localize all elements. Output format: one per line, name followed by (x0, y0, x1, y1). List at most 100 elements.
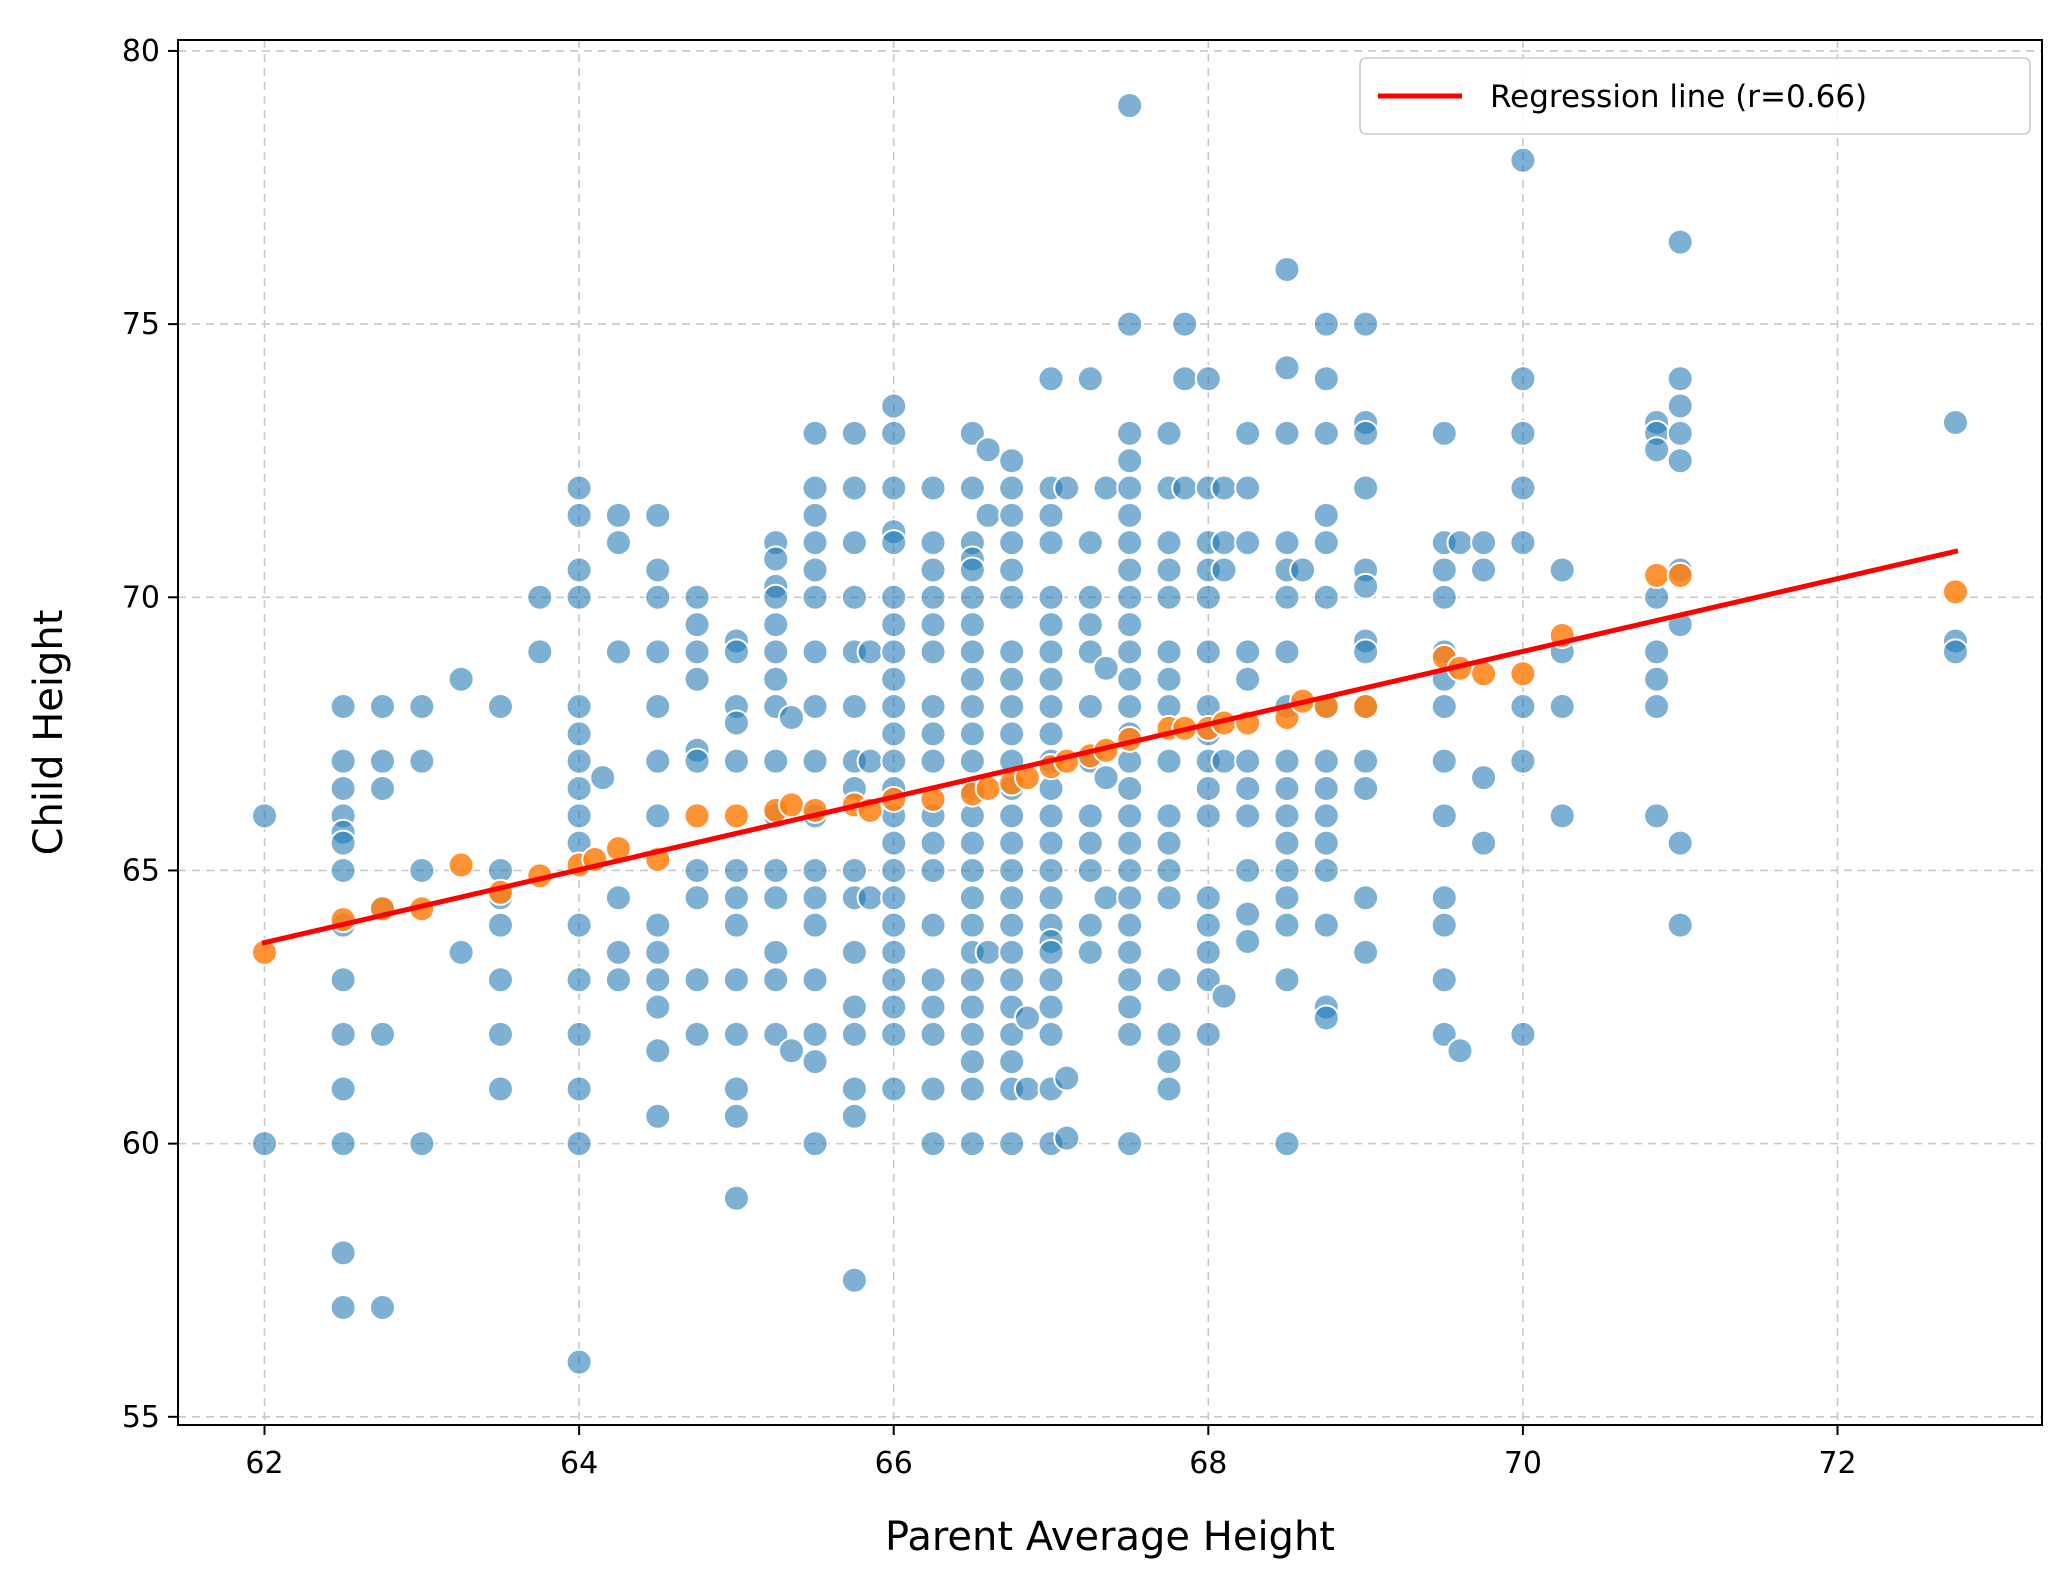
observed-point (801, 966, 829, 994)
observed-point (486, 911, 514, 939)
observed-point (722, 856, 750, 884)
observed-point (919, 529, 947, 557)
observed-point (565, 474, 593, 502)
observed-point (1194, 966, 1222, 994)
observed-point (1037, 638, 1065, 666)
observed-point (1155, 1048, 1183, 1076)
observed-point (1643, 693, 1671, 721)
observed-point (919, 1075, 947, 1103)
observed-point (1076, 638, 1104, 666)
observed-point (722, 911, 750, 939)
observed-point (368, 1020, 396, 1048)
observed-point (1076, 856, 1104, 884)
observed-point (1194, 365, 1222, 393)
observed-point (1116, 938, 1144, 966)
observed-point (1116, 856, 1144, 884)
observed-point (1273, 583, 1301, 611)
y-tick-label: 70 (122, 580, 160, 615)
observed-point (1155, 884, 1183, 912)
observed-point (368, 693, 396, 721)
observed-point (1312, 529, 1340, 557)
observed-point (1430, 583, 1458, 611)
observed-point (1194, 802, 1222, 830)
observed-point (1076, 529, 1104, 557)
observed-point (1037, 611, 1065, 639)
observed-point (722, 966, 750, 994)
observed-point (1548, 693, 1576, 721)
observed-point (329, 747, 357, 775)
observed-point (1470, 556, 1498, 584)
observed-point (1312, 747, 1340, 775)
observed-point (762, 638, 790, 666)
observed-point (1116, 638, 1144, 666)
observed-point (958, 829, 986, 857)
plot-frame (177, 39, 2043, 1426)
observed-point (1155, 829, 1183, 857)
observed-point (998, 911, 1026, 939)
observed-point (644, 583, 672, 611)
observed-point (1234, 802, 1262, 830)
observed-point (1194, 938, 1222, 966)
observed-point (1273, 829, 1301, 857)
observed-point (1116, 775, 1144, 803)
observed-point (1092, 884, 1120, 912)
observed-point (1273, 747, 1301, 775)
observed-point (801, 529, 829, 557)
observed-point (1273, 966, 1301, 994)
observed-point (1116, 310, 1144, 338)
observed-point (1210, 474, 1238, 502)
observed-point (683, 884, 711, 912)
observed-point (1273, 638, 1301, 666)
observed-point (762, 966, 790, 994)
observed-point (958, 720, 986, 748)
observed-point (801, 884, 829, 912)
observed-point (958, 966, 986, 994)
fitted-point (1666, 561, 1694, 589)
observed-point (1509, 474, 1537, 502)
observed-point (565, 966, 593, 994)
observed-point (1194, 775, 1222, 803)
observed-point (1234, 529, 1262, 557)
observed-point (565, 1130, 593, 1158)
fitted-point (1643, 561, 1671, 589)
observed-point (1037, 802, 1065, 830)
observed-point (856, 638, 884, 666)
observed-point (565, 720, 593, 748)
observed-point (1155, 802, 1183, 830)
observed-point (565, 1348, 593, 1376)
observed-point (1666, 447, 1694, 475)
observed-point (1234, 856, 1262, 884)
observed-point (1013, 1004, 1041, 1032)
observed-point (604, 884, 632, 912)
observed-point (486, 1075, 514, 1103)
observed-point (1116, 884, 1144, 912)
observed-point (1352, 938, 1380, 966)
observed-point (1171, 474, 1199, 502)
observed-point (880, 966, 908, 994)
observed-point (998, 501, 1026, 529)
observed-point (1509, 365, 1537, 393)
observed-point (840, 938, 868, 966)
observed-point (329, 1294, 357, 1322)
x-tick-label: 62 (245, 1446, 283, 1481)
y-tick-label: 75 (122, 307, 160, 342)
observed-point (919, 747, 947, 775)
observed-point (1116, 529, 1144, 557)
observed-point (1155, 556, 1183, 584)
observed-point (998, 1048, 1026, 1076)
observed-point (526, 638, 554, 666)
observed-point (880, 1075, 908, 1103)
regression-line (261, 548, 1959, 946)
legend: Regression line (r=0.66) (1359, 57, 2031, 135)
observed-point (565, 1075, 593, 1103)
observed-point (1430, 911, 1458, 939)
observed-point (1430, 693, 1458, 721)
observed-point (1509, 747, 1537, 775)
observed-point (998, 665, 1026, 693)
y-tick-label: 65 (122, 853, 160, 888)
observed-point (1037, 938, 1065, 966)
observed-point (840, 583, 868, 611)
observed-point (1666, 392, 1694, 420)
observed-point (880, 720, 908, 748)
observed-point (919, 583, 947, 611)
